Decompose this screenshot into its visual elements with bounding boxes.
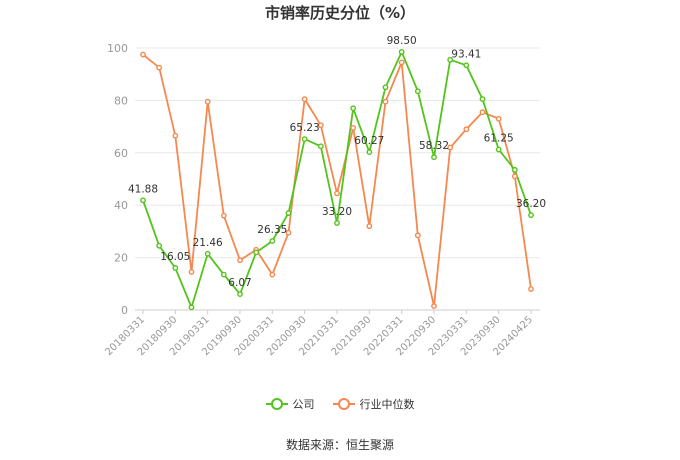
- data-point: [511, 166, 518, 173]
- data-point: [431, 154, 437, 161]
- y-tick-label: 100: [107, 42, 128, 55]
- series-line-1: [142, 53, 532, 307]
- data-point: [334, 190, 340, 197]
- data-point: [237, 257, 243, 264]
- data-point: [156, 242, 163, 249]
- data-point: [269, 238, 276, 244]
- data-point: [447, 56, 454, 63]
- data-label: 65.23: [290, 122, 320, 134]
- data-point: [366, 149, 373, 155]
- legend: 公司 行业中位数: [0, 396, 680, 412]
- data-point: [140, 197, 146, 204]
- data-point: [317, 122, 324, 129]
- data-point: [479, 96, 486, 102]
- data-point: [350, 105, 357, 112]
- chart-title: 市销率历史分位（%）: [264, 4, 416, 22]
- data-label: 58.32: [419, 140, 449, 152]
- data-point: [188, 304, 195, 311]
- data-point: [382, 98, 389, 105]
- data-point: [188, 269, 195, 275]
- data-point: [463, 126, 470, 133]
- data-point: [269, 271, 276, 278]
- data-source-note: 数据来源：恒生聚源: [285, 438, 394, 452]
- legend-item-company[interactable]: 公司: [265, 396, 315, 412]
- data-point: [463, 62, 470, 69]
- data-label: 93.41: [451, 48, 481, 60]
- data-point: [172, 265, 179, 271]
- data-point: [350, 125, 357, 131]
- data-point: [495, 146, 502, 153]
- y-tick-label: 40: [114, 199, 128, 212]
- data-point: [398, 49, 405, 55]
- y-tick-label: 80: [114, 94, 128, 107]
- data-point: [172, 132, 179, 139]
- data-label: 36.20: [516, 198, 546, 210]
- legend-label-industry-median: 行业中位数: [359, 398, 415, 411]
- y-tick-label: 20: [114, 252, 128, 265]
- data-point: [285, 210, 292, 216]
- data-point: [204, 250, 211, 257]
- data-label: 16.05: [160, 251, 190, 263]
- data-point: [253, 249, 260, 256]
- data-point: [237, 291, 243, 297]
- data-point: [156, 64, 163, 71]
- data-point: [285, 229, 292, 236]
- data-point: [301, 96, 308, 102]
- data-point: [220, 271, 227, 278]
- y-tick-label: 0: [121, 304, 128, 317]
- data-point: [511, 173, 518, 180]
- data-label: 60.27: [354, 135, 384, 147]
- legend-swatch-company: [265, 398, 288, 410]
- data-point: [317, 143, 324, 150]
- data-point: [528, 212, 534, 219]
- data-point: [479, 109, 486, 116]
- axes: 0204060801002018033120180930201903312019…: [103, 42, 540, 358]
- series-line-0: [142, 49, 532, 311]
- y-tick-label: 60: [114, 147, 128, 160]
- data-point: [447, 144, 454, 151]
- data-points: [140, 49, 534, 311]
- data-point: [366, 223, 373, 230]
- data-label: 61.25: [484, 133, 514, 145]
- data-label: 6.07: [228, 277, 251, 289]
- data-point: [414, 232, 421, 239]
- legend-swatch-industry-median: [332, 398, 355, 410]
- data-point: [495, 115, 502, 122]
- legend-item-industry-median[interactable]: 行业中位数: [332, 396, 415, 412]
- data-label: 98.50: [387, 35, 417, 47]
- series-lines: [142, 49, 532, 311]
- data-point: [431, 303, 437, 309]
- data-label: 21.46: [193, 237, 223, 249]
- data-label: 26.35: [257, 224, 287, 236]
- data-point: [301, 136, 308, 142]
- data-point: [414, 88, 421, 95]
- data-point: [140, 51, 146, 58]
- data-label: 41.88: [128, 183, 158, 195]
- data-point: [220, 212, 227, 219]
- legend-label-company: 公司: [292, 398, 315, 411]
- data-point: [334, 220, 340, 226]
- grid-lines: [135, 47, 540, 311]
- data-point: [382, 84, 389, 91]
- data-label: 33.20: [322, 206, 352, 218]
- data-point: [528, 286, 534, 292]
- data-point: [398, 59, 405, 66]
- data-point: [204, 98, 211, 105]
